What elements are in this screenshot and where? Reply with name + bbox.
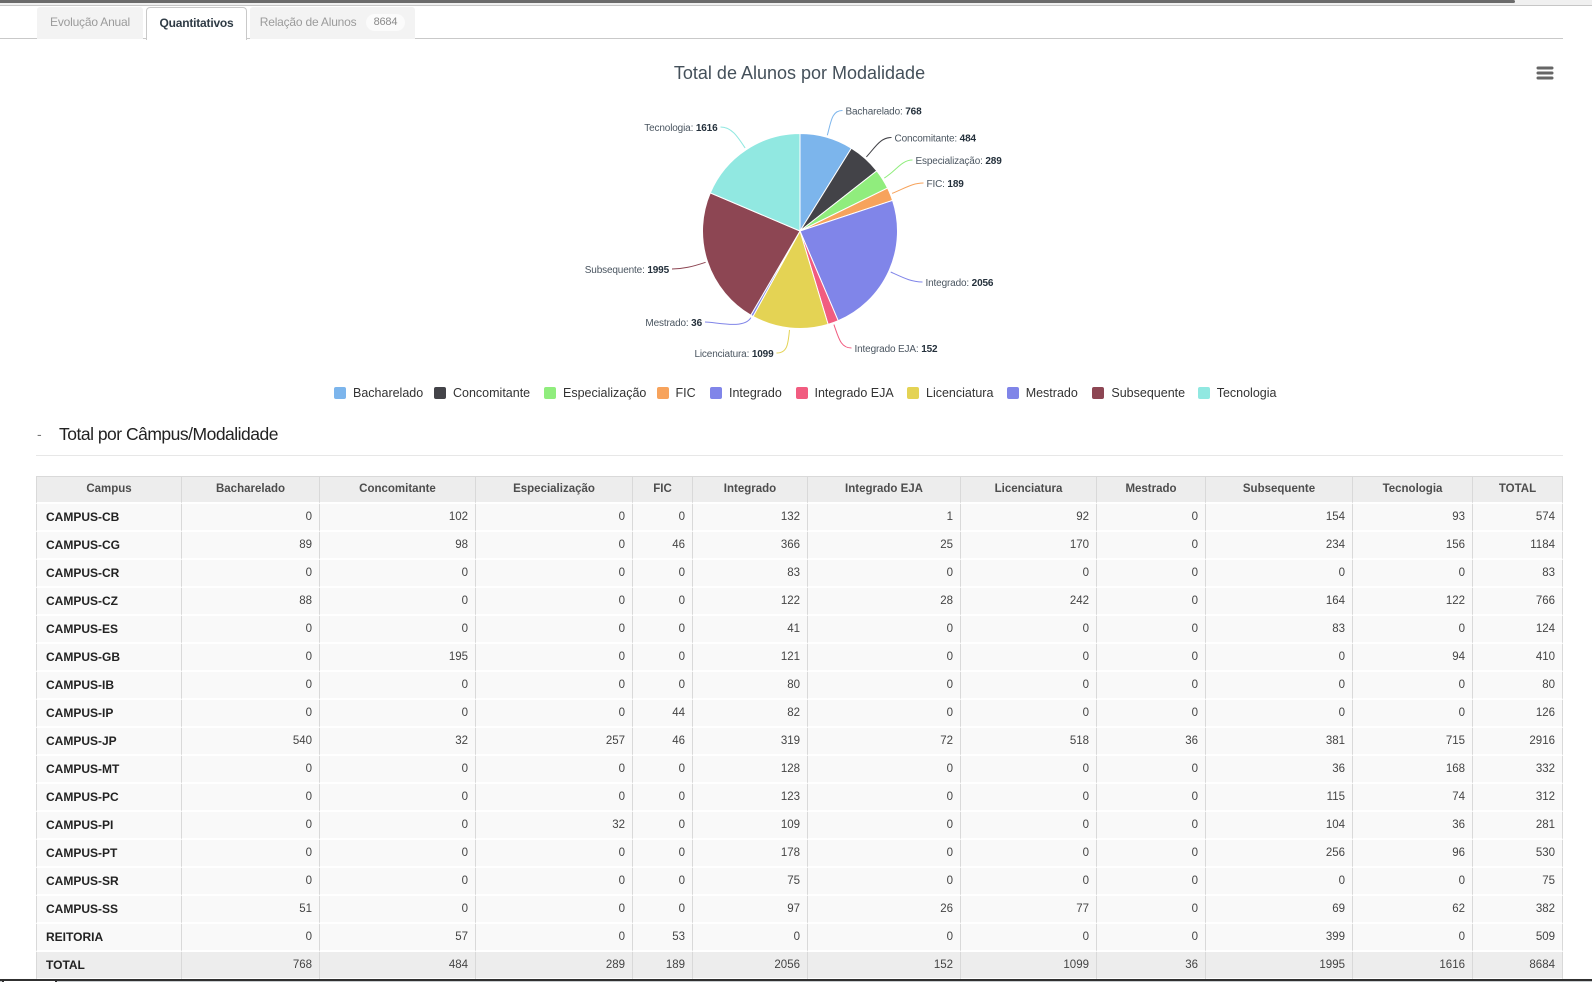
svg-text:Total de Alunos por Modalidade: Total de Alunos por Modalidade	[674, 63, 925, 83]
svg-text:Mestrado: 36: Mestrado: 36	[645, 318, 702, 329]
svg-text:Concomitante: 484: Concomitante: 484	[895, 134, 977, 145]
svg-text:Subsequente: 1995: Subsequente: 1995	[585, 265, 670, 276]
svg-text:Especialização: 289: Especialização: 289	[916, 156, 1003, 167]
svg-text:Licenciatura: 1099: Licenciatura: 1099	[694, 349, 774, 360]
svg-text:Integrado EJA: 152: Integrado EJA: 152	[855, 344, 939, 355]
svg-text:Tecnologia: 1616: Tecnologia: 1616	[644, 123, 718, 134]
svg-text:Bacharelado: 768: Bacharelado: 768	[846, 107, 923, 118]
svg-text:Integrado: 2056: Integrado: 2056	[926, 278, 994, 289]
svg-text:FIC: 189: FIC: 189	[927, 179, 965, 190]
